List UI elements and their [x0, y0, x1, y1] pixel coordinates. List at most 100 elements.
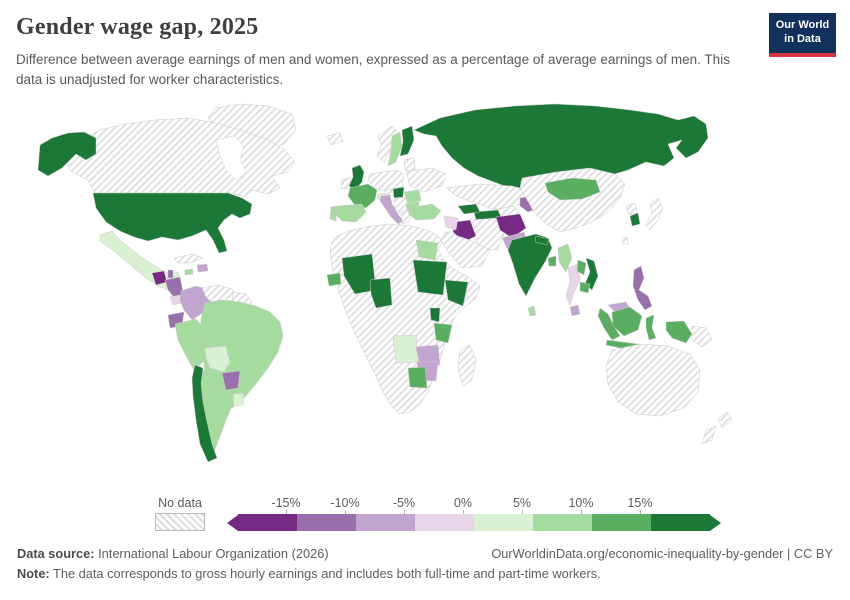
country-syria[interactable] — [443, 215, 459, 231]
legend-bin-5-10[interactable] — [533, 514, 592, 531]
country-united-states[interactable] — [92, 192, 253, 254]
country-paraguay[interactable] — [221, 370, 241, 391]
country-uganda[interactable] — [429, 307, 441, 323]
country-angola[interactable] — [392, 334, 419, 364]
country-malaysia-peninsula[interactable] — [569, 304, 581, 317]
country-portugal[interactable] — [329, 205, 338, 222]
country-bolivia[interactable] — [204, 345, 231, 373]
country-cuba[interactable] — [173, 253, 204, 264]
country-ethiopia[interactable] — [444, 279, 469, 307]
country-tanzania[interactable] — [433, 322, 453, 344]
country-finland[interactable] — [399, 125, 415, 157]
country-india[interactable] — [507, 233, 553, 297]
country-sudan[interactable] — [412, 259, 448, 296]
country-baltics[interactable] — [403, 157, 416, 172]
legend-tick-mark — [522, 510, 523, 514]
chart-subtitle: Difference between average earnings of m… — [16, 52, 730, 87]
country-ireland[interactable] — [340, 176, 352, 190]
legend-bin-10-15[interactable] — [592, 514, 651, 531]
legend-tick-label: -10% — [330, 496, 360, 510]
legend-tick-mark — [581, 510, 582, 514]
legend-tick-label: 5% — [512, 496, 532, 510]
country-hungary[interactable] — [392, 186, 405, 199]
owid-logo-line2: in Data — [784, 32, 821, 45]
legend-right-arrow — [710, 514, 721, 531]
country-philippines[interactable] — [632, 265, 653, 311]
country-china[interactable] — [519, 167, 626, 233]
legend-bin--15--10[interactable] — [297, 514, 356, 531]
country-kazakhstan[interactable] — [445, 183, 529, 211]
footer-source-line: Data source: International Labour Organi… — [17, 546, 833, 561]
country-sweden[interactable] — [387, 131, 403, 167]
country-mali[interactable] — [341, 253, 377, 295]
legend-tick-label: 15% — [627, 496, 653, 510]
country-afghanistan[interactable] — [495, 213, 527, 239]
note-label: Note: — [17, 566, 50, 581]
country-sri-lanka[interactable] — [527, 305, 537, 317]
country-australia[interactable] — [605, 343, 701, 417]
country-jamaica[interactable] — [184, 268, 194, 276]
country-papua-new-guinea[interactable] — [691, 325, 713, 348]
country-botswana[interactable] — [407, 366, 428, 389]
country-south-korea[interactable] — [629, 212, 641, 227]
country-laos[interactable] — [576, 259, 587, 276]
country-north-korea[interactable] — [625, 202, 638, 216]
country-indonesia-papua[interactable] — [665, 320, 693, 344]
country-indonesia-borneo[interactable] — [611, 306, 643, 337]
country-uruguay[interactable] — [232, 392, 245, 407]
country-egypt[interactable] — [415, 239, 439, 261]
country-belize[interactable] — [167, 269, 174, 279]
map-legend: No data -15% -10% -5% 0% 5% 10% 15% — [155, 496, 721, 531]
no-data-swatch[interactable] — [155, 513, 205, 531]
country-indonesia-sulawesi[interactable] — [645, 314, 657, 341]
country-greece[interactable] — [400, 210, 412, 225]
country-turkey[interactable] — [407, 203, 442, 221]
country-mongolia[interactable] — [544, 177, 601, 201]
owid-logo-redbar — [769, 52, 836, 57]
country-new-zealand-south[interactable] — [701, 425, 717, 445]
country-ukraine[interactable] — [405, 167, 447, 193]
legend-tick-label: 0% — [453, 496, 473, 510]
country-nigeria[interactable] — [369, 277, 393, 309]
no-data-label: No data — [158, 496, 202, 510]
country-chile[interactable] — [191, 364, 218, 463]
legend-tick-mark — [345, 510, 346, 514]
country-vietnam[interactable] — [584, 257, 599, 291]
data-source-text: Data source: International Labour Organi… — [17, 546, 329, 561]
country-peru[interactable] — [174, 318, 209, 371]
country-madagascar[interactable] — [457, 344, 477, 387]
owid-logo[interactable]: Our World in Data — [769, 13, 836, 57]
country-zambia[interactable] — [415, 344, 441, 367]
legend-bin--10--5[interactable] — [356, 514, 415, 531]
legend-tick-mark — [463, 510, 464, 514]
country-balkans[interactable] — [393, 196, 409, 215]
country-france[interactable] — [347, 183, 378, 209]
country-spain[interactable] — [333, 203, 367, 223]
country-japan[interactable] — [644, 197, 664, 231]
country-bangladesh[interactable] — [547, 255, 557, 267]
legend-tick-mark — [286, 510, 287, 514]
country-senegal[interactable] — [326, 272, 342, 287]
legend-tick-mark — [640, 510, 641, 514]
country-cambodia[interactable] — [579, 281, 591, 294]
country-taiwan[interactable] — [621, 236, 629, 245]
country-costa-rica[interactable] — [169, 294, 182, 306]
country-dominican-republic[interactable] — [196, 263, 209, 273]
country-italy[interactable] — [379, 194, 404, 225]
country-alaska[interactable] — [37, 131, 97, 177]
country-iceland[interactable] — [326, 132, 344, 146]
country-romania[interactable] — [403, 189, 422, 204]
country-nepal[interactable] — [534, 235, 550, 246]
country-new-zealand-north[interactable] — [717, 411, 733, 429]
country-indonesia-sumatra[interactable] — [597, 307, 621, 341]
legend-bin--5-0[interactable] — [415, 514, 474, 531]
legend-bin-0-5[interactable] — [474, 514, 533, 531]
legend-bin-gt15[interactable] — [651, 514, 710, 531]
country-azerbaijan[interactable] — [457, 203, 481, 215]
legend-bin-lt-15[interactable] — [238, 514, 297, 531]
country-myanmar[interactable] — [557, 243, 573, 273]
legend-tick-label: -15% — [271, 496, 301, 510]
attribution-link[interactable]: OurWorldinData.org/economic-inequality-b… — [491, 546, 833, 561]
country-russia[interactable] — [413, 103, 709, 191]
